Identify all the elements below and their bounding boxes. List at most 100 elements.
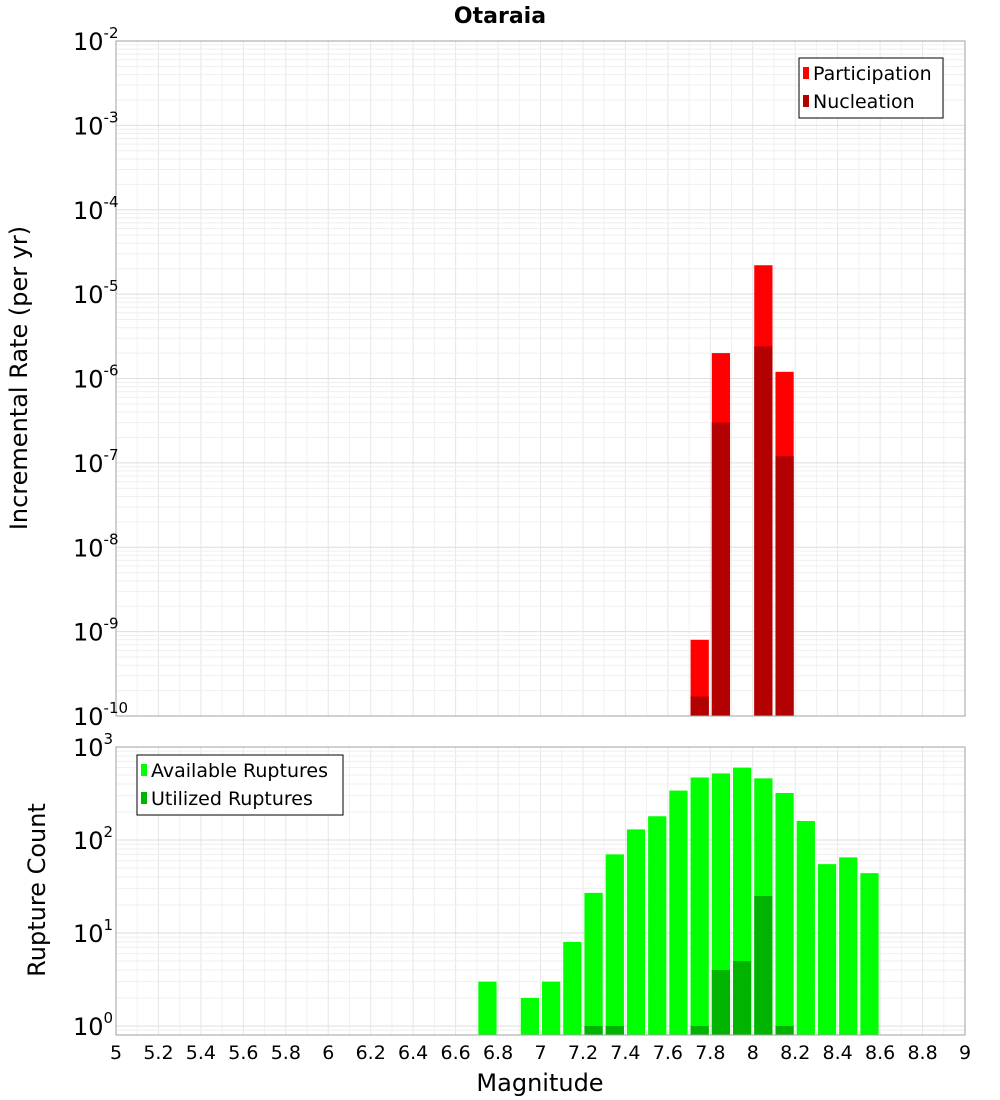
x-tick-label: 8.8 — [907, 1042, 937, 1064]
y-tick-base: 10 — [73, 1013, 104, 1041]
x-tick-label: 5.2 — [143, 1042, 173, 1064]
x-tick-label: 6.8 — [483, 1042, 513, 1064]
legend-swatch — [141, 792, 147, 804]
x-tick-label: 7.8 — [695, 1042, 725, 1064]
y-tick-base: 10 — [73, 197, 104, 225]
x-tick-label: 6 — [322, 1042, 334, 1064]
x-tick-label: 5 — [110, 1042, 122, 1064]
bar-secondary — [690, 696, 709, 716]
y-tick-exponent: -10 — [104, 699, 129, 717]
bar-secondary — [711, 969, 731, 1035]
y-tick-base: 10 — [73, 112, 104, 140]
x-tick-label: 5.4 — [186, 1042, 216, 1064]
legend-label: Available Ruptures — [151, 760, 328, 782]
legend-swatch — [803, 95, 809, 107]
y-tick-exponent: -8 — [104, 530, 119, 548]
y-tick-label: 10-2 — [73, 24, 119, 56]
x-tick-label: 5.8 — [271, 1042, 301, 1064]
legend-box — [136, 754, 344, 816]
x-tick-label: 7.2 — [568, 1042, 598, 1064]
y-tick-exponent: -3 — [104, 108, 119, 126]
y-tick-label: 10-4 — [73, 193, 119, 225]
x-tick-label: 8.2 — [780, 1042, 810, 1064]
y-tick-exponent: -2 — [104, 24, 119, 42]
y-tick-label: 10-8 — [73, 530, 119, 562]
bar-secondary — [775, 456, 794, 716]
y-tick-exponent: 2 — [104, 823, 114, 841]
y-tick-exponent: -7 — [104, 446, 119, 464]
legend-label: Utilized Ruptures — [151, 788, 313, 810]
y-tick-base: 10 — [73, 366, 104, 394]
bar-secondary — [754, 895, 773, 1035]
bar-primary — [520, 997, 539, 1035]
x-tick-label: 5.6 — [228, 1042, 258, 1064]
y-tick-base: 10 — [73, 281, 104, 309]
bar-primary — [669, 790, 688, 1035]
bar-secondary — [775, 1025, 794, 1035]
x-tick-label: 8.4 — [823, 1042, 853, 1064]
bar-primary — [711, 773, 731, 1035]
x-tick-label: 9 — [959, 1042, 971, 1064]
y-tick-base: 10 — [73, 827, 104, 855]
y-tick-base: 10 — [73, 450, 104, 478]
bar-primary — [478, 981, 497, 1035]
bar-primary — [817, 864, 837, 1035]
y-tick-label: 102 — [73, 823, 113, 855]
bar-secondary — [584, 1025, 603, 1035]
x-axis-label: Magnitude — [476, 1069, 603, 1097]
bottom-y-axis-label: Rupture Count — [23, 803, 51, 977]
y-tick-label: 10-10 — [73, 699, 128, 731]
y-tick-label: 10-5 — [73, 277, 119, 309]
bar-primary — [563, 942, 582, 1035]
y-tick-exponent: -9 — [104, 615, 119, 633]
x-tick-label: 7.6 — [653, 1042, 683, 1064]
bar-primary — [690, 777, 709, 1035]
x-tick-label: 6.2 — [356, 1042, 386, 1064]
y-tick-base: 10 — [73, 534, 104, 562]
bar-secondary — [690, 1025, 709, 1035]
y-tick-label: 10-6 — [73, 362, 119, 394]
y-tick-base: 10 — [73, 920, 104, 948]
bar-primary — [626, 829, 646, 1035]
bar-primary — [860, 873, 879, 1035]
y-tick-base: 10 — [73, 28, 104, 56]
bar-primary — [839, 857, 858, 1035]
y-tick-base: 10 — [73, 703, 104, 731]
chart-title: Otaraia — [454, 4, 546, 29]
x-tick-label: 6.4 — [398, 1042, 428, 1064]
y-tick-label: 10-3 — [73, 108, 119, 140]
x-tick-label: 7.4 — [610, 1042, 640, 1064]
x-tick-label: 8.6 — [865, 1042, 895, 1064]
bar-primary — [796, 821, 815, 1035]
bar-primary — [542, 981, 561, 1035]
bar-primary — [584, 892, 603, 1035]
legend-label: Nucleation — [813, 91, 915, 113]
y-tick-label: 103 — [73, 730, 113, 762]
bar-secondary — [733, 960, 752, 1035]
bar-secondary — [754, 346, 773, 716]
bar-primary — [648, 816, 667, 1035]
y-tick-label: 10-7 — [73, 446, 119, 478]
y-tick-exponent: 0 — [104, 1009, 114, 1027]
y-tick-exponent: -6 — [104, 362, 119, 380]
y-tick-base: 10 — [73, 619, 104, 647]
legend-swatch — [803, 67, 809, 79]
panel-0: 10-1010-910-810-710-610-510-410-310-2Par… — [73, 24, 966, 731]
legend-label: Participation — [813, 63, 932, 85]
x-tick-label: 6.6 — [440, 1042, 470, 1064]
bar-primary — [775, 793, 794, 1035]
y-tick-exponent: -4 — [104, 193, 119, 211]
y-tick-label: 100 — [73, 1009, 113, 1041]
legend-swatch — [141, 764, 147, 776]
y-tick-base: 10 — [73, 734, 104, 762]
bar-secondary — [711, 422, 731, 716]
plot-frame — [115, 40, 966, 717]
y-tick-label: 10-9 — [73, 615, 119, 647]
x-tick-label: 7 — [534, 1042, 546, 1064]
legend-box — [798, 57, 944, 119]
y-tick-exponent: 1 — [104, 916, 114, 934]
plot-frame — [115, 746, 966, 1036]
bar-primary — [605, 854, 624, 1035]
